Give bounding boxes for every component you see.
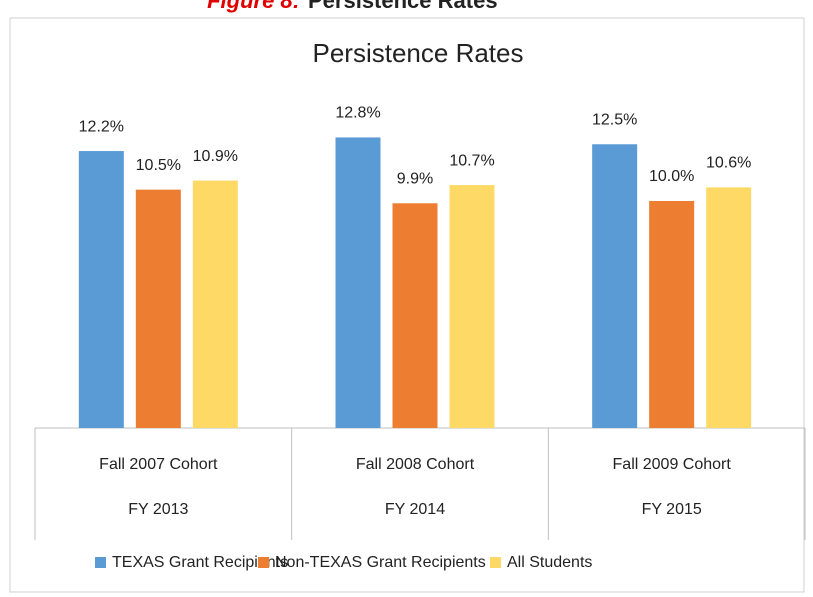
x-tick-sublabel: FY 2013 xyxy=(128,501,188,518)
data-label: 12.5% xyxy=(592,111,637,128)
x-tick-label: Fall 2009 Cohort xyxy=(613,456,732,473)
caption: Persistence Rates xyxy=(308,0,498,13)
data-label: 12.8% xyxy=(335,105,380,122)
data-label: 10.9% xyxy=(193,148,238,165)
data-label: 10.6% xyxy=(706,155,751,172)
chart-border xyxy=(9,17,805,593)
bar xyxy=(649,201,695,428)
bar xyxy=(449,185,495,428)
x-tick-label: Fall 2007 Cohort xyxy=(99,456,218,473)
bar xyxy=(192,180,238,428)
bar xyxy=(78,151,124,428)
legend-label: All Students xyxy=(507,554,592,571)
legend-swatch xyxy=(490,557,501,568)
data-label: 10.5% xyxy=(136,157,181,174)
bar xyxy=(335,137,381,428)
data-label: 12.2% xyxy=(79,118,124,135)
legend-swatch xyxy=(258,557,269,568)
chart-title: Persistence Rates xyxy=(313,38,524,68)
bar xyxy=(392,203,438,428)
data-label: 10.0% xyxy=(649,168,694,185)
data-label: 10.7% xyxy=(449,152,494,169)
bar xyxy=(592,144,638,428)
x-tick-sublabel: FY 2014 xyxy=(385,501,445,518)
legend-swatch xyxy=(95,557,106,568)
legend-label: TEXAS Grant Recipients xyxy=(112,554,288,571)
data-label: 9.9% xyxy=(397,170,433,187)
x-tick-sublabel: FY 2015 xyxy=(642,501,702,518)
x-tick-label: Fall 2008 Cohort xyxy=(356,456,475,473)
caption-label: Figure 8: xyxy=(207,0,300,13)
legend-label: Non-TEXAS Grant Recipients xyxy=(275,554,486,571)
bar xyxy=(706,187,752,428)
bar xyxy=(135,189,181,428)
